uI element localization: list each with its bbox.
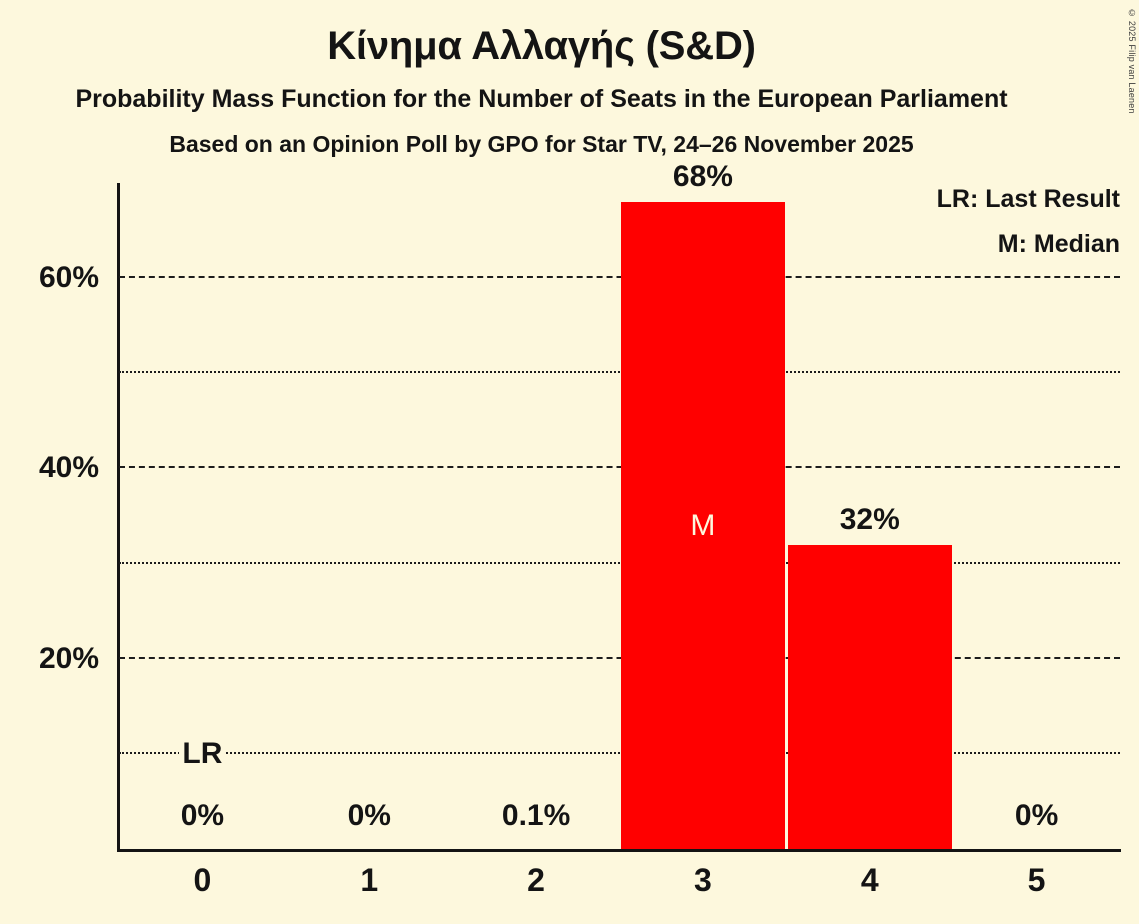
legend-item-last-result: LR: Last Result xyxy=(936,185,1120,213)
x-axis-tick-label: 5 xyxy=(1027,862,1046,898)
x-axis-tick-label: 0 xyxy=(193,862,212,898)
median-marker: M xyxy=(690,508,716,542)
gridline-minor xyxy=(119,561,1120,564)
gridline-minor xyxy=(119,371,1120,374)
x-axis-line xyxy=(117,849,1121,852)
plot-area: 0% 0% 0.1% 68% 32% 0% LR M xyxy=(117,160,1121,852)
x-axis-labels: 0 1 2 3 4 5 xyxy=(119,862,1120,922)
gridline-minor xyxy=(119,751,1120,754)
bar xyxy=(621,202,785,849)
x-axis-tick-label: 2 xyxy=(527,862,545,898)
last-result-marker: LR xyxy=(179,738,226,769)
y-axis-tick-label: 60% xyxy=(38,261,99,295)
y-axis-line xyxy=(117,183,120,849)
chart-source-line: Based on an Opinion Poll by GPO for Star… xyxy=(169,131,914,157)
gridline-major xyxy=(119,276,1120,279)
bar-value-label: 0% xyxy=(180,799,225,832)
bar-value-label: 0.1% xyxy=(501,799,571,832)
x-axis-tick-label: 4 xyxy=(860,862,879,898)
y-axis-labels: 20% 40% 60% xyxy=(0,183,107,849)
gridline-major xyxy=(119,466,1120,469)
x-axis-tick-label: 3 xyxy=(694,862,712,898)
bar-value-label: 32% xyxy=(839,502,900,536)
chart-subtitle: Probability Mass Function for the Number… xyxy=(75,85,1008,113)
bar-value-label: 0% xyxy=(1014,799,1059,832)
copyright-notice: © 2025 Filip van Laenen xyxy=(1127,8,1137,114)
legend-item-median: M: Median xyxy=(997,230,1120,258)
chart-title: Κίνημα Αλλαγής (S&D) xyxy=(327,24,756,68)
gridline-major xyxy=(119,656,1120,659)
chart-legend: LR: Last Result M: Median xyxy=(937,183,1120,257)
y-axis-tick-label: 20% xyxy=(38,641,99,675)
y-axis-tick-label: 40% xyxy=(38,451,99,485)
bar xyxy=(787,544,952,849)
bar-value-label: 0% xyxy=(347,799,391,832)
x-axis-tick-label: 1 xyxy=(360,862,379,898)
bar-value-label: 68% xyxy=(672,160,733,194)
chart-header: Κίνημα Αλλαγής (S&D) Probability Mass Fu… xyxy=(0,0,1083,156)
